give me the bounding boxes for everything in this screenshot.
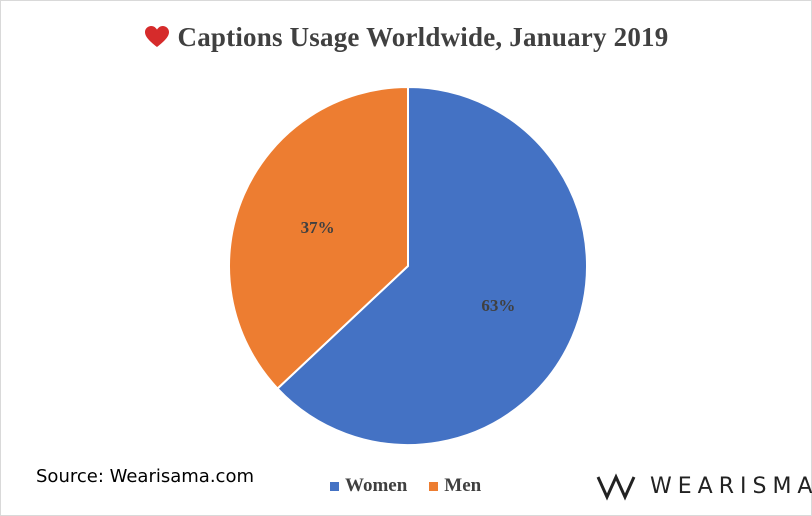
chart-title-text: Captions Usage Worldwide, January 2019 <box>177 22 669 52</box>
legend-item-men: Men <box>429 475 481 497</box>
brand-name: WEARISMA <box>650 473 812 499</box>
legend-label-men: Men <box>444 475 482 496</box>
legend-label-women: Women <box>345 475 408 496</box>
data-label-women: 63% <box>481 296 515 315</box>
legend-item-women: Women <box>330 475 407 497</box>
pie-slice-men <box>228 85 409 390</box>
brand-logo: WEARISMA <box>596 468 812 504</box>
heart-icon <box>144 26 169 47</box>
chart-title: Captions Usage Worldwide, January 2019 <box>0 22 812 53</box>
source-note: Source: Wearisama.com <box>36 466 254 487</box>
data-label-men: 37% <box>301 218 335 237</box>
chart-legend: Women Men <box>330 474 481 498</box>
wearisma-logo-icon <box>596 473 636 501</box>
legend-swatch-women <box>330 481 339 491</box>
pie-slice-women <box>276 85 588 446</box>
legend-swatch-men <box>429 481 439 491</box>
